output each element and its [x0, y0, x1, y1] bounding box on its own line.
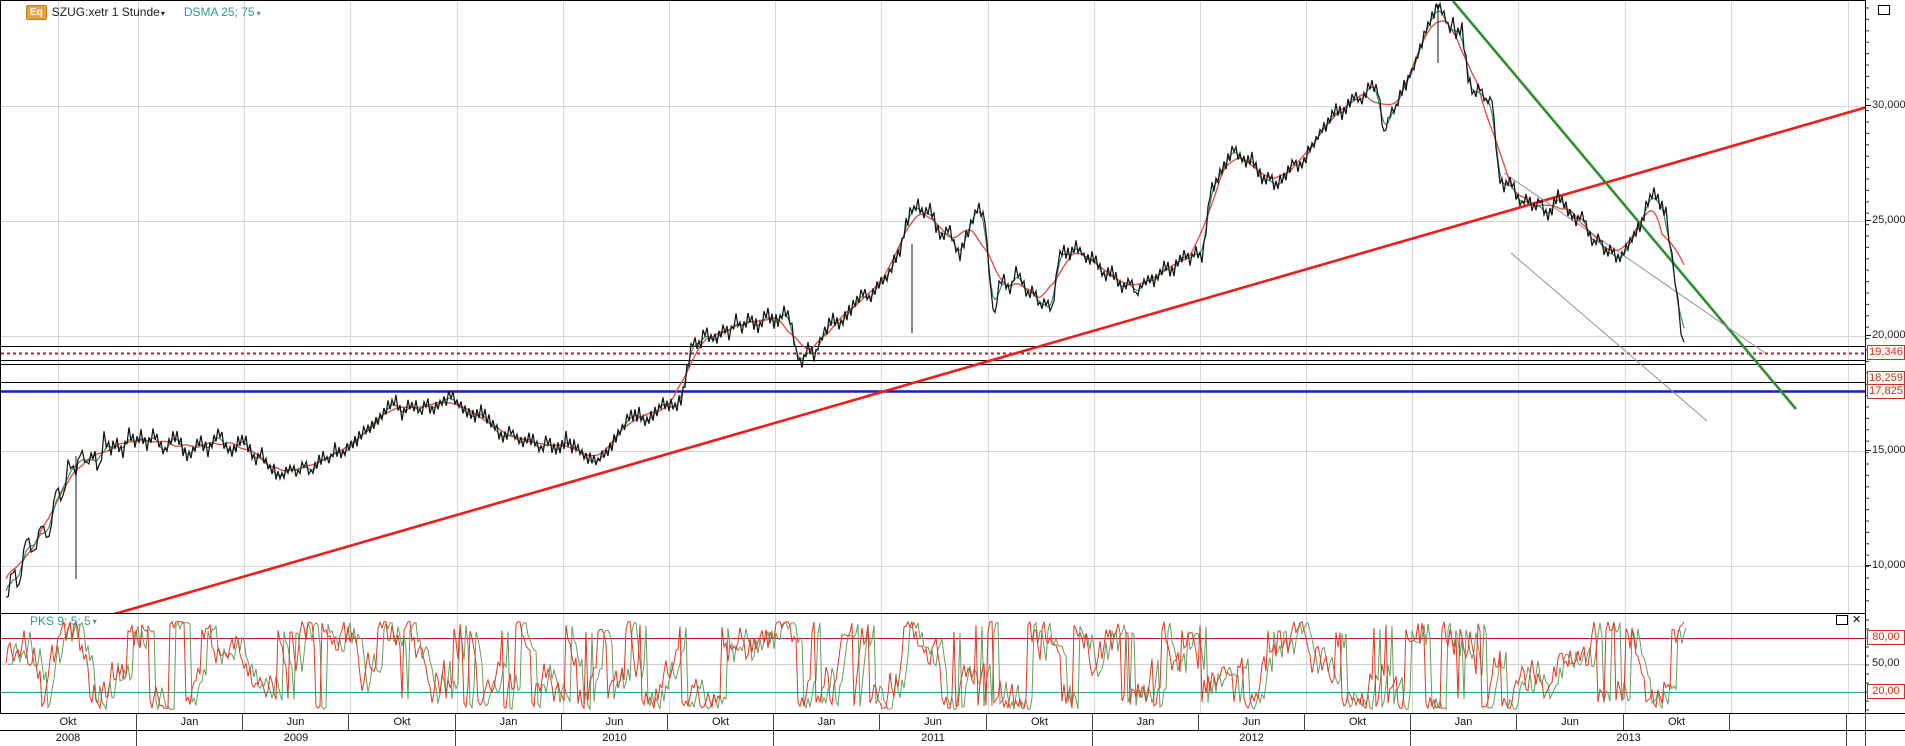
price-series: [5, 1, 1685, 598]
overlay-indicator-selector[interactable]: DSMA 25; 75 ▾: [170, 3, 261, 21]
main-chart-canvas[interactable]: [1, 1, 1865, 613]
dsma-25-line: [5, 10, 1685, 592]
month-cell: Jun: [1199, 714, 1305, 731]
month-cell: Jan: [1093, 714, 1199, 731]
date-axis[interactable]: Okt Jan Jun Okt Jan Jun Okt Jan Jun Okt Jan Jun Okt J…: [0, 713, 1905, 746]
channel-gray-upper[interactable]: [1503, 172, 1766, 354]
oscillator-canvas[interactable]: [1, 614, 1865, 713]
ascending-support-red[interactable]: [21, 103, 1865, 613]
month-cell: Jan: [456, 714, 562, 731]
month-cell: Jun: [880, 714, 987, 731]
dsma-75-line: [5, 20, 1685, 580]
main-chart-panel[interactable]: [0, 0, 1866, 614]
instrument-selector[interactable]: SZUG:xetr 1 Stunde▾: [52, 3, 165, 21]
overlay-indicator-label[interactable]: DSMA 25; 75: [183, 5, 255, 19]
chevron-down-icon[interactable]: ▾: [256, 9, 261, 18]
month-cell: [1847, 714, 1866, 731]
year-cell: 2009: [137, 731, 456, 746]
close-icon[interactable]: ✕: [1852, 614, 1862, 626]
instrument-label[interactable]: SZUG:xetr 1 Stunde: [51, 5, 160, 19]
price-tick-label: 10,000: [1872, 559, 1905, 571]
month-cell: Jun: [243, 714, 349, 731]
chevron-down-icon[interactable]: ▾: [92, 616, 97, 626]
price-alert-label[interactable]: 18,259: [1867, 371, 1905, 386]
year-cell: 2013: [1411, 731, 1847, 746]
descending-resistance-green[interactable]: [1452, 1, 1797, 410]
osc-d-line: [8, 620, 1687, 712]
chevron-down-icon[interactable]: ▾: [160, 9, 165, 18]
restore-window-icon[interactable]: [1878, 5, 1890, 15]
price-tick-label: 30,000: [1872, 99, 1905, 111]
main-grid: [1, 1, 1865, 613]
price-tick-label: 25,000: [1872, 214, 1905, 226]
month-cell: Okt: [987, 714, 1093, 731]
price-tick-label: 20,000: [1872, 329, 1905, 341]
oscillator-level-label[interactable]: 20,00: [1867, 684, 1905, 699]
year-cell: 2011: [774, 731, 1093, 746]
month-cell: Okt: [668, 714, 774, 731]
month-cell: [1730, 714, 1847, 731]
oscillator-indicator-label[interactable]: PKS 9; 5; 5: [30, 614, 91, 628]
price-tick-label: 15,000: [1872, 444, 1905, 456]
month-cell: Jan: [1411, 714, 1517, 731]
restore-window-icon[interactable]: [1836, 615, 1848, 625]
axis-gutter-cell: [1866, 731, 1905, 746]
month-cell: Jun: [1517, 714, 1624, 731]
chart-header: Eq SZUG:xetr 1 Stunde▾ DSMA 25; 75 ▾: [26, 3, 261, 21]
year-cell: 2012: [1093, 731, 1411, 746]
month-cell: Jun: [562, 714, 668, 731]
horizontal-levels: [1, 346, 1865, 393]
equity-badge: Eq: [26, 4, 47, 20]
channel-gray-lower[interactable]: [1510, 252, 1708, 422]
month-cell: Jan: [774, 714, 880, 731]
oscillator-tick-label: 50,00: [1872, 657, 1900, 669]
year-cell: [1847, 731, 1866, 746]
year-cell: 2010: [456, 731, 774, 746]
month-cell: Okt: [349, 714, 456, 731]
month-cell: Okt: [1624, 714, 1730, 731]
month-cell: Jan: [137, 714, 243, 731]
month-cell: Okt: [1305, 714, 1411, 731]
price-alert-label[interactable]: 17,825: [1867, 384, 1905, 399]
oscillator-panel[interactable]: [0, 613, 1866, 714]
month-cell: Okt: [0, 714, 137, 731]
trendlines: [21, 1, 1865, 613]
axis-gutter-cell: [1866, 714, 1905, 731]
osc-k-line: [5, 619, 1685, 711]
year-cell: 2008: [0, 731, 137, 746]
oscillator-window-controls: ✕: [1836, 614, 1862, 626]
oscillator-header: PKS 9; 5; 5 ▾: [30, 614, 97, 628]
price-alert-label[interactable]: 19,346: [1867, 345, 1905, 360]
oscillator-level-label[interactable]: 80,00: [1867, 630, 1905, 645]
